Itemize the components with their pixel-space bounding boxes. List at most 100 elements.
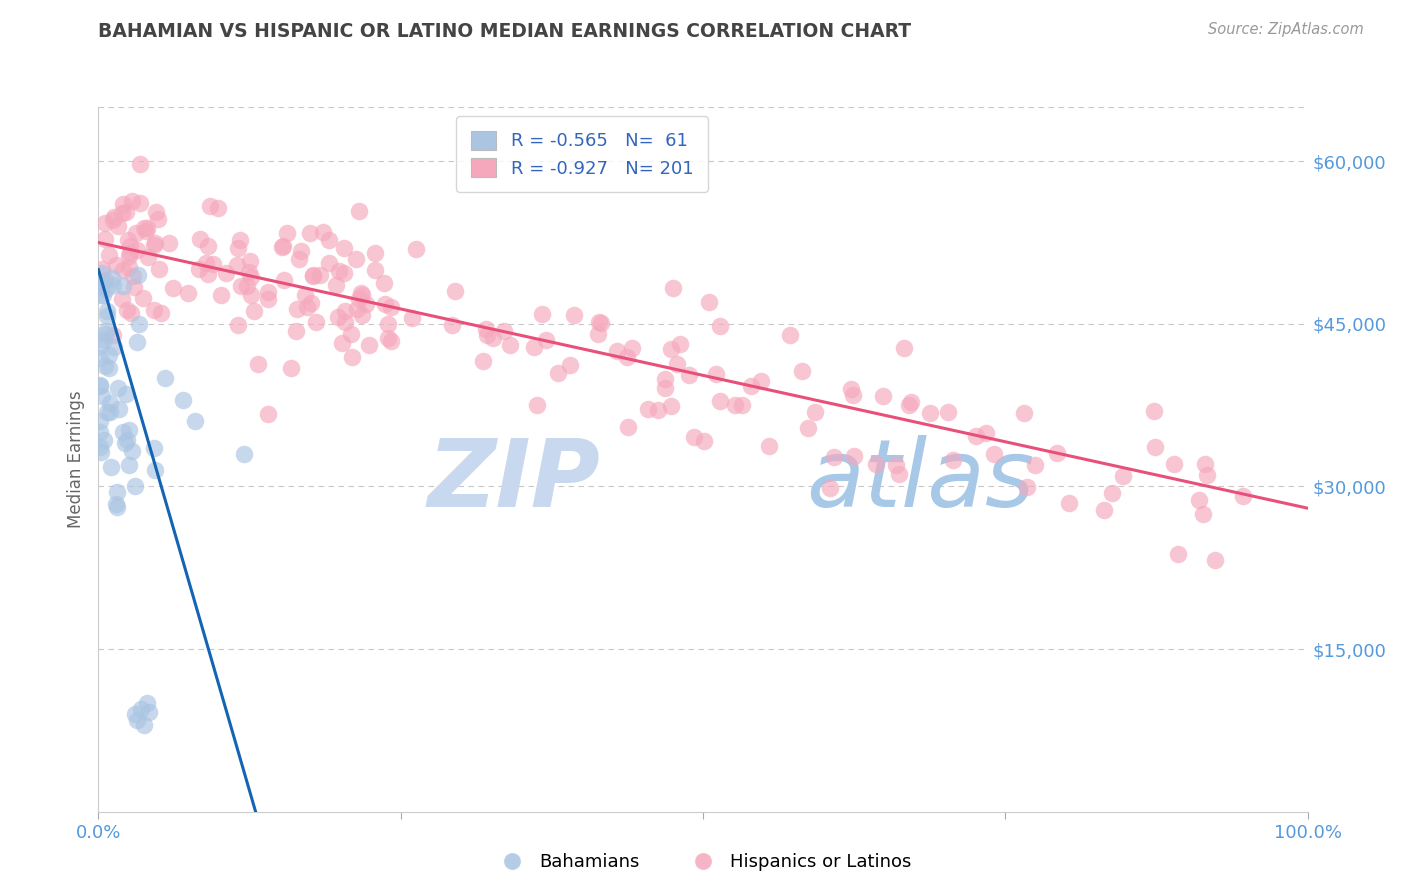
Point — [124, 707, 146, 722]
Point — [93, 288, 115, 302]
Point — [588, 315, 610, 329]
Point — [839, 382, 862, 396]
Point — [1194, 457, 1216, 471]
Point — [96, 326, 118, 341]
Point — [889, 467, 911, 482]
Point — [1017, 480, 1039, 494]
Point — [94, 232, 117, 246]
Point — [97, 348, 120, 362]
Point — [779, 327, 801, 342]
Point — [804, 405, 827, 419]
Point — [114, 387, 136, 401]
Point — [214, 266, 236, 280]
Point — [1024, 458, 1046, 473]
Point — [824, 450, 846, 464]
Point — [198, 199, 221, 213]
Point — [197, 238, 219, 252]
Point — [207, 201, 229, 215]
Point — [118, 458, 141, 472]
Point — [749, 374, 772, 388]
Point — [295, 300, 318, 314]
Point — [188, 232, 211, 246]
Point — [920, 405, 942, 419]
Point — [669, 336, 692, 351]
Point — [1163, 457, 1185, 471]
Point — [101, 270, 124, 285]
Point — [1192, 507, 1215, 521]
Point — [492, 324, 515, 338]
Point — [91, 276, 114, 290]
Point — [401, 310, 423, 325]
Point — [1232, 489, 1254, 503]
Point — [290, 244, 312, 259]
Point — [364, 246, 387, 260]
Point — [526, 398, 548, 412]
Point — [842, 450, 865, 464]
Point — [606, 343, 628, 358]
Point — [591, 316, 613, 330]
Point — [893, 341, 915, 355]
Point — [124, 479, 146, 493]
Point — [350, 308, 373, 322]
Point — [900, 395, 922, 409]
Point — [93, 433, 115, 447]
Point — [530, 308, 553, 322]
Point — [138, 705, 160, 719]
Point — [149, 306, 172, 320]
Point — [236, 279, 259, 293]
Point — [96, 283, 118, 297]
Point — [94, 324, 117, 338]
Point — [328, 264, 350, 278]
Point — [111, 425, 134, 440]
Point — [983, 448, 1005, 462]
Point — [285, 301, 308, 316]
Point — [127, 713, 149, 727]
Point — [659, 343, 682, 357]
Point — [142, 442, 165, 456]
Point — [101, 213, 124, 227]
Point — [363, 262, 385, 277]
Point — [121, 194, 143, 208]
Point — [120, 306, 142, 320]
Point — [89, 379, 111, 393]
Point — [111, 263, 134, 277]
Legend: R = -0.565   N=  61, R = -0.927   N= 201: R = -0.565 N= 61, R = -0.927 N= 201 — [457, 116, 707, 192]
Text: atlas: atlas — [806, 435, 1033, 526]
Point — [243, 303, 266, 318]
Point — [346, 302, 368, 317]
Point — [340, 350, 363, 364]
Point — [354, 296, 377, 310]
Point — [1012, 405, 1035, 419]
Point — [91, 261, 114, 276]
Point — [305, 315, 328, 329]
Point — [333, 266, 356, 280]
Point — [238, 265, 260, 279]
Point — [350, 288, 373, 302]
Point — [89, 339, 111, 353]
Point — [1046, 445, 1069, 459]
Point — [347, 292, 370, 306]
Point — [659, 400, 682, 414]
Point — [118, 238, 141, 252]
Point — [647, 402, 669, 417]
Point — [226, 318, 249, 333]
Point — [1143, 440, 1166, 454]
Point — [318, 256, 340, 270]
Point — [128, 157, 150, 171]
Point — [127, 334, 149, 349]
Point — [89, 351, 111, 365]
Point — [136, 250, 159, 264]
Point — [758, 439, 780, 453]
Point — [865, 457, 887, 471]
Point — [377, 331, 399, 345]
Point — [818, 481, 841, 495]
Point — [142, 303, 165, 318]
Point — [246, 357, 269, 371]
Point — [1187, 492, 1209, 507]
Point — [111, 279, 134, 293]
Point — [558, 358, 581, 372]
Point — [188, 261, 211, 276]
Point — [662, 280, 685, 294]
Point — [226, 258, 249, 272]
Point — [709, 394, 731, 409]
